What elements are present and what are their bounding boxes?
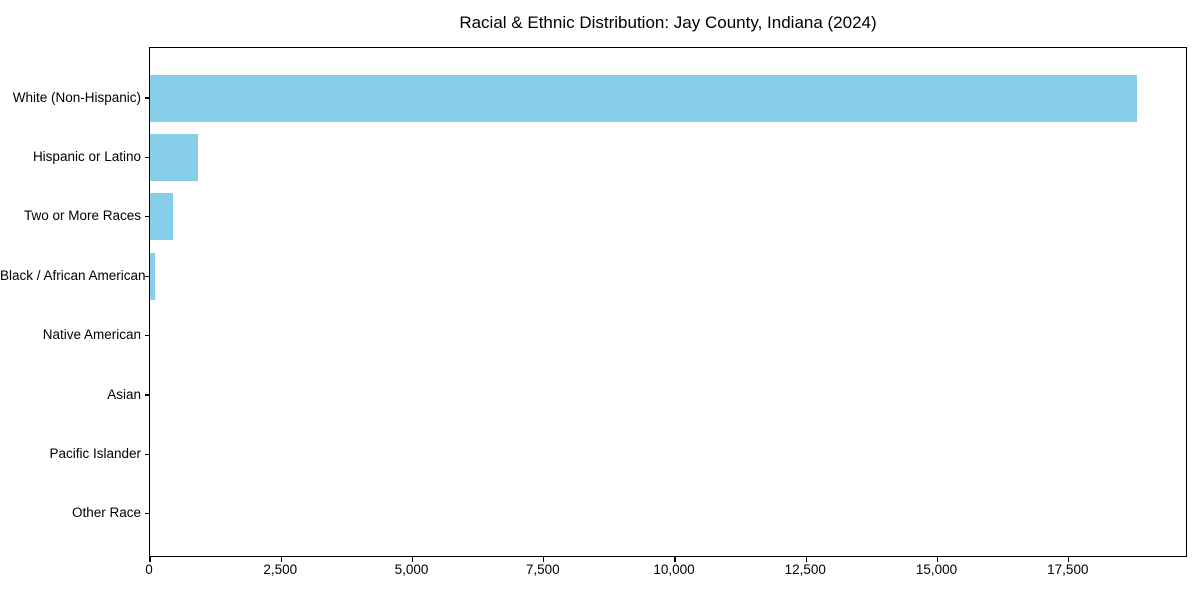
x-tick-label-17500: 17,500 <box>1047 562 1089 577</box>
plot-area <box>144 47 1187 562</box>
bar-white-non-hispanic <box>150 74 1138 122</box>
x-tick-label-2500: 2,500 <box>263 562 298 577</box>
x-tick-5000 <box>411 557 414 562</box>
y-tick-hispanic-or-latino <box>144 156 149 159</box>
x-tick-2500 <box>280 557 282 562</box>
x-tick-label-5000: 5,000 <box>394 562 429 577</box>
y-axis-label-other-race: Other Race <box>71 505 141 521</box>
y-tick-native-american <box>144 334 149 337</box>
y-axis-label-black-african-american: Black / African American <box>0 267 146 283</box>
x-tick-15000 <box>936 557 939 562</box>
y-tick-pacific-islander <box>144 453 149 456</box>
y-tick-other-race <box>144 513 149 515</box>
x-tick-label-0: 0 <box>145 562 153 577</box>
y-axis-label-asian: Asian <box>107 386 141 402</box>
y-tick-white-non-hispanic <box>144 97 149 99</box>
y-tick-two-or-more-races <box>144 216 149 218</box>
y-axis-label-hispanic-or-latino: Hispanic or Latino <box>32 148 141 164</box>
x-tick-0 <box>149 557 151 562</box>
x-tick-label-10000: 10,000 <box>653 562 695 577</box>
x-tick-label-15000: 15,000 <box>915 562 958 577</box>
x-tick-label-7500: 7,500 <box>525 562 560 577</box>
bar-hispanic-or-latino <box>150 133 198 181</box>
x-tick-12500 <box>805 557 807 562</box>
bar-two-or-more-races <box>150 193 173 241</box>
y-tick-black-african-american <box>144 275 149 277</box>
y-tick-asian <box>144 394 149 396</box>
x-tick-10000 <box>674 557 676 562</box>
x-tick-label-12500: 12,500 <box>784 562 826 577</box>
x-tick-17500 <box>1068 557 1070 562</box>
x-tick-7500 <box>543 557 545 562</box>
y-axis-label-native-american: Native American <box>42 327 141 343</box>
y-axis-label-white-non-hispanic: White (Non-Hispanic) <box>12 89 141 105</box>
chart-title: Racial & Ethnic Distribution: Jay County… <box>459 13 877 32</box>
bar-black-african-american <box>150 252 156 300</box>
y-axis-label-two-or-more-races: Two or More Races <box>23 208 141 224</box>
y-axis-label-pacific-islander: Pacific Islander <box>49 445 141 461</box>
